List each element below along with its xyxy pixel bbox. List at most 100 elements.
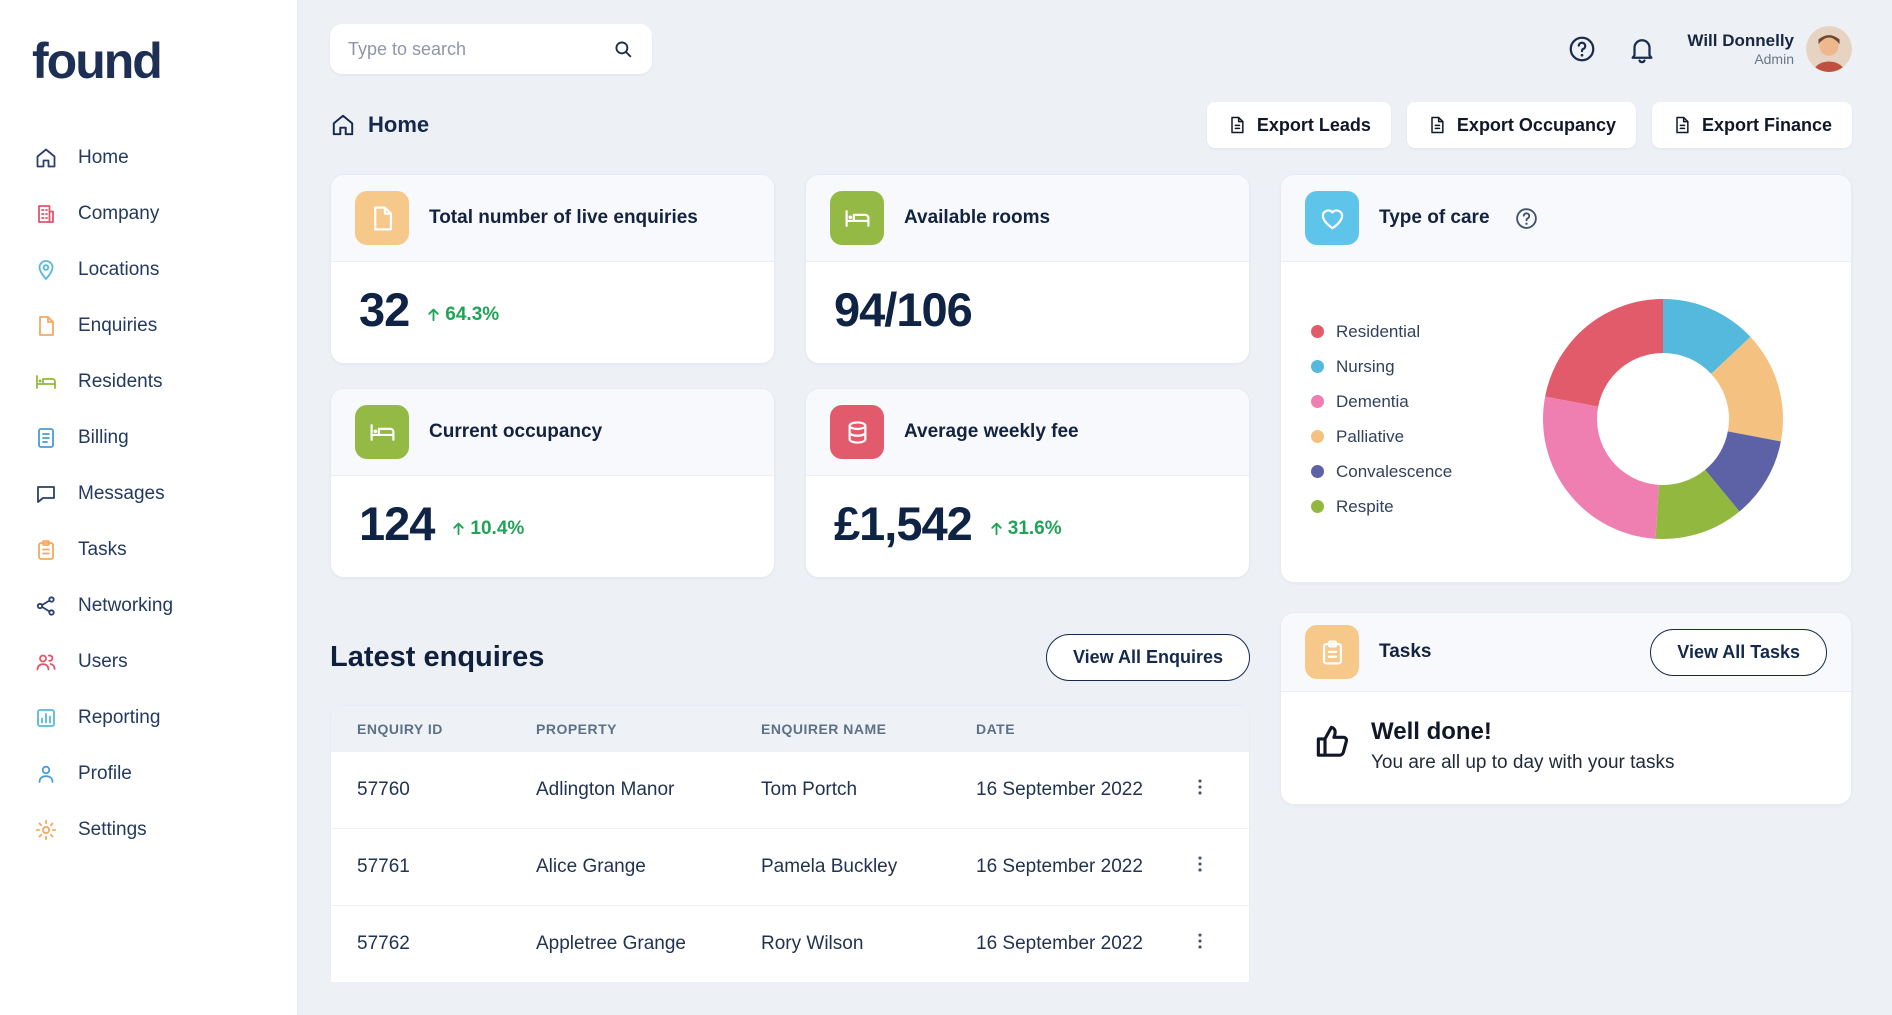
sidebar-item-settings[interactable]: Settings <box>26 802 271 858</box>
sidebar-item-locations[interactable]: Locations <box>26 242 271 298</box>
view-all-enquiries-button[interactable]: View All Enquires <box>1045 634 1250 681</box>
legend-dot <box>1311 360 1324 373</box>
sidebar-icon-locations <box>34 258 58 282</box>
type-of-care-title: Type of care <box>1379 207 1490 228</box>
row-menu-button[interactable] <box>1189 776 1211 798</box>
sidebar-icon-tasks <box>34 538 58 562</box>
stat-value: 32 <box>359 283 410 336</box>
care-help-icon[interactable] <box>1514 206 1539 231</box>
enquirer-name-cell: Tom Portch <box>761 779 858 800</box>
sidebar-item-label: Billing <box>78 427 129 448</box>
enquiry-id-cell: 57762 <box>331 905 536 982</box>
sidebar-item-residents[interactable]: Residents <box>26 354 271 410</box>
stat-change-value: 31.6% <box>1007 517 1062 539</box>
property-cell: Adlington Manor <box>536 779 675 800</box>
tasks-card-head: Tasks View All Tasks <box>1281 613 1851 692</box>
column-header-enquirer-name: ENQUIRER NAME <box>761 706 976 752</box>
export-leads-button[interactable]: Export Leads <box>1206 102 1391 148</box>
latest-enquiries-head: Latest enquires View All Enquires <box>330 634 1250 681</box>
sidebar-item-company[interactable]: Company <box>26 186 271 242</box>
donut-segment-nursing <box>1663 299 1751 374</box>
page-head: Home Export Leads Export Occupancy Expor… <box>298 82 1892 174</box>
legend-dot <box>1311 500 1324 513</box>
sidebar-item-label: Home <box>78 147 129 168</box>
help-icon[interactable] <box>1567 34 1597 64</box>
sidebar-item-reporting[interactable]: Reporting <box>26 690 271 746</box>
view-all-tasks-button[interactable]: View All Tasks <box>1650 628 1827 676</box>
donut-segment-dementia <box>1543 396 1659 539</box>
sidebar-item-label: Locations <box>78 259 160 280</box>
stat-icon-available-rooms <box>830 191 884 245</box>
legend-label: Palliative <box>1336 426 1405 446</box>
sidebar-item-billing[interactable]: Billing <box>26 410 271 466</box>
stat-change-value: 10.4% <box>470 517 525 539</box>
stat-change: 31.6% <box>988 518 1062 540</box>
stat-value: 124 <box>359 497 435 550</box>
export-occupancy-button[interactable]: Export Occupancy <box>1406 102 1636 148</box>
row-menu-button[interactable] <box>1189 853 1211 875</box>
content-left: Total number of live enquiries 32 64.3% <box>330 174 1250 982</box>
enquiries-table: ENQUIRY ID PROPERTY ENQUIRER NAME DATE <box>330 705 1250 982</box>
sidebar-item-enquiries[interactable]: Enquiries <box>26 298 271 354</box>
export-icon <box>1427 115 1447 135</box>
row-menu-button[interactable] <box>1189 930 1211 952</box>
donut-segment-respite <box>1655 469 1740 539</box>
stat-value: £1,542 <box>834 497 973 550</box>
legend-dot <box>1311 430 1324 443</box>
donut-segment-convalescence <box>1705 431 1781 512</box>
main-area: Will Donnelly Admin <box>298 0 1892 1015</box>
sidebar-item-label: Reporting <box>78 707 161 728</box>
sidebar-item-label: Users <box>78 651 128 672</box>
search-icon[interactable] <box>612 38 634 60</box>
column-header-enquiry-id: ENQUIRY ID <box>331 706 536 752</box>
stat-card-current-occupancy: Current occupancy 124 10.4% <box>330 388 775 578</box>
column-header-actions <box>1189 706 1249 752</box>
home-icon <box>330 112 356 138</box>
sidebar-icon-company <box>34 202 58 226</box>
date-cell: 16 September 2022 <box>976 905 1189 982</box>
latest-enquiries-title: Latest enquires <box>330 641 545 673</box>
sidebar-nav: Home Company Locations Enquiries <box>26 130 271 858</box>
heart-icon <box>1305 191 1359 245</box>
app-logo[interactable]: found <box>32 33 163 89</box>
enquiry-id-cell: 57760 <box>357 779 410 800</box>
stat-body: 94/106 <box>806 262 1249 363</box>
enquirer-name-cell: Pamela Buckley <box>761 828 976 906</box>
breadcrumb-label: Home <box>368 112 430 137</box>
export-finance-button[interactable]: Export Finance <box>1651 102 1852 148</box>
legend-item-respite: Respite <box>1311 497 1533 517</box>
notifications-icon[interactable] <box>1627 34 1657 64</box>
type-of-care-head: Type of care <box>1281 175 1851 262</box>
user-menu[interactable]: Will Donnelly Admin <box>1687 26 1852 72</box>
sidebar-icon-residents <box>34 370 58 394</box>
sidebar: found Home Company Locations <box>0 0 298 1015</box>
legend-label: Convalescence <box>1336 461 1453 481</box>
table-row[interactable]: 57761 Alice Grange Pamela Buckley 16 Sep… <box>331 828 1249 906</box>
legend-dot <box>1311 465 1324 478</box>
stat-card-head: Average weekly fee <box>806 389 1249 476</box>
sidebar-item-label: Profile <box>78 763 132 784</box>
table-row[interactable]: 57762 Appletree Grange Rory Wilson 16 Se… <box>331 905 1249 982</box>
table-row[interactable]: 57760 Adlington Manor Tom Portch 16 Sept… <box>331 752 1249 829</box>
avatar[interactable] <box>1806 26 1852 72</box>
sidebar-item-home[interactable]: Home <box>26 130 271 186</box>
sidebar-item-label: Messages <box>78 483 165 504</box>
sidebar-icon-reporting <box>34 706 58 730</box>
column-header-date: DATE <box>976 706 1189 752</box>
sidebar-item-label: Residents <box>78 371 163 392</box>
sidebar-item-label: Tasks <box>78 539 127 560</box>
sidebar-item-tasks[interactable]: Tasks <box>26 522 271 578</box>
legend-item-convalescence: Convalescence <box>1311 462 1533 482</box>
type-of-care-card: Type of care Residential <box>1280 174 1852 583</box>
sidebar-item-users[interactable]: Users <box>26 634 271 690</box>
sidebar-item-profile[interactable]: Profile <box>26 746 271 802</box>
sidebar-item-networking[interactable]: Networking <box>26 578 271 634</box>
thumbs-up-icon <box>1311 720 1353 762</box>
legend-dot <box>1311 325 1324 338</box>
search-input[interactable] <box>348 38 612 60</box>
sidebar-item-messages[interactable]: Messages <box>26 466 271 522</box>
date-cell: 16 September 2022 <box>976 779 1143 800</box>
breadcrumb[interactable]: Home <box>330 112 429 138</box>
stat-title: Total number of live enquiries <box>429 207 698 228</box>
stat-title: Current occupancy <box>429 421 603 442</box>
